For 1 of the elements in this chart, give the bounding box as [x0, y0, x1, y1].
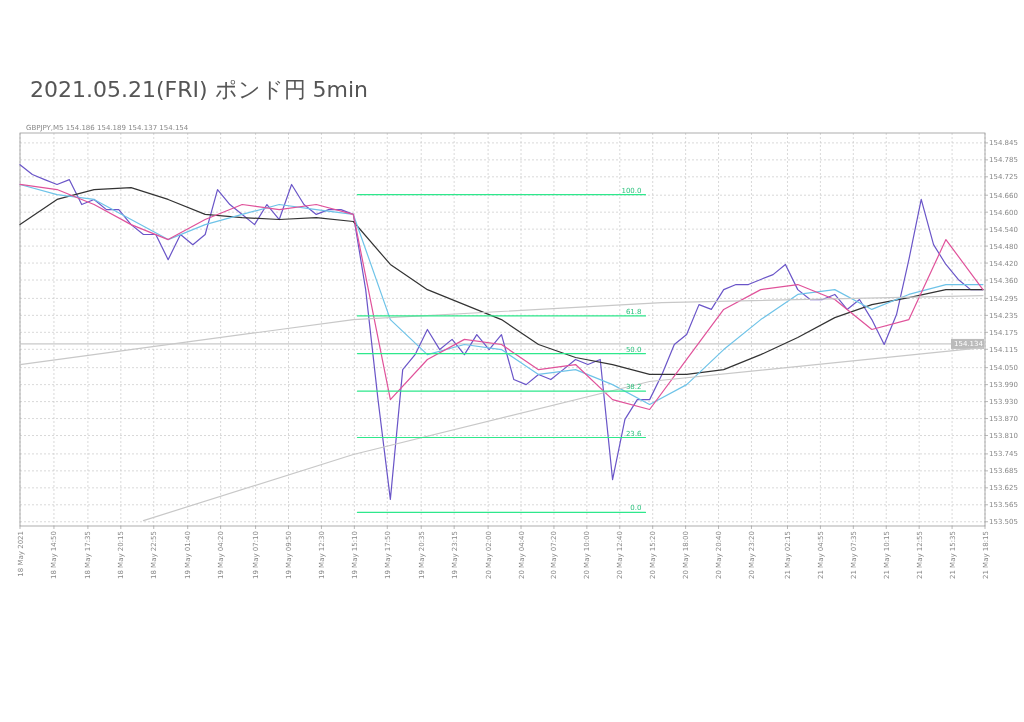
chart-title: 2021.05.21(FRI) ポンド円 5min	[30, 77, 369, 102]
